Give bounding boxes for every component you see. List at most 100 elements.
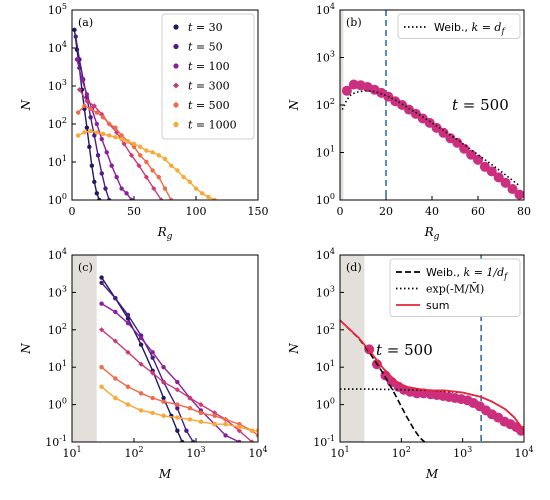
data-point xyxy=(150,168,155,173)
data-point xyxy=(473,154,483,165)
plot-area xyxy=(72,255,258,442)
data-point xyxy=(99,384,104,389)
data-point xyxy=(84,125,90,130)
shaded-region xyxy=(340,255,365,442)
data-point xyxy=(150,370,156,376)
data-point xyxy=(162,156,168,162)
data-point xyxy=(158,197,164,200)
data-point xyxy=(190,439,196,442)
data-point xyxy=(131,141,137,147)
data-point xyxy=(431,122,442,133)
y-tick-label: 101 xyxy=(48,154,67,169)
data-point xyxy=(94,130,100,135)
y-tick-label: 100 xyxy=(48,192,67,207)
data-point xyxy=(161,413,166,419)
data-point xyxy=(113,134,118,140)
data-point xyxy=(94,110,100,115)
data-point xyxy=(206,194,211,200)
series-line xyxy=(101,303,240,442)
x-tick-label: 100 xyxy=(186,205,207,218)
y-tick-label: 101 xyxy=(316,359,335,374)
data-point xyxy=(180,439,185,442)
x-tick-label: 50 xyxy=(127,205,141,218)
data-point xyxy=(99,136,104,142)
y-axis-label: N xyxy=(287,343,301,355)
y-tick-label: 103 xyxy=(316,50,335,65)
data-point xyxy=(107,121,112,127)
legend-label: t = 500 xyxy=(188,99,230,112)
legend-label: Weib., k = 1/df xyxy=(426,266,509,281)
legend-label: t = 30 xyxy=(188,21,223,34)
legend-marker xyxy=(173,102,179,108)
data-point xyxy=(255,433,258,438)
data-point xyxy=(193,186,199,191)
data-point xyxy=(438,127,449,138)
data-point xyxy=(169,197,174,200)
data-point xyxy=(175,168,180,173)
y-tick-label: 105 xyxy=(48,2,67,17)
data-point xyxy=(99,171,104,176)
data-point xyxy=(82,103,87,109)
y-tick-label: 103 xyxy=(316,284,335,299)
data-point xyxy=(76,133,81,138)
data-point xyxy=(187,406,193,411)
data-point xyxy=(100,131,106,137)
data-point xyxy=(138,391,144,396)
data-point xyxy=(89,163,95,168)
data-point xyxy=(187,179,192,185)
y-axis-label: N xyxy=(19,343,33,355)
data-point xyxy=(76,110,81,115)
data-point xyxy=(113,376,118,381)
data-point xyxy=(236,428,242,434)
data-point xyxy=(94,121,100,127)
data-point xyxy=(125,384,131,389)
series-line xyxy=(76,59,133,200)
data-point xyxy=(125,402,131,407)
legend-label: t = 1000 xyxy=(188,119,237,132)
axes-frame xyxy=(71,9,259,201)
data-point xyxy=(138,335,144,341)
legend-box xyxy=(397,13,521,39)
data-point xyxy=(107,133,112,138)
data-point xyxy=(125,349,131,355)
axes-frame xyxy=(71,254,259,443)
legend-label: t = 50 xyxy=(188,41,223,54)
data-point xyxy=(150,350,155,355)
series-line xyxy=(101,386,258,432)
legend-label: exp(-M/M̄) xyxy=(426,282,484,295)
data-point xyxy=(114,129,120,136)
data-point xyxy=(198,410,204,416)
data-point xyxy=(131,144,137,150)
data-point xyxy=(91,103,97,109)
data-point xyxy=(187,417,193,422)
x-axis-label: Rg xyxy=(157,225,173,242)
legend-label: sum xyxy=(426,299,449,312)
data-point xyxy=(92,179,97,185)
x-tick-label: 101 xyxy=(330,445,349,460)
data-point xyxy=(466,149,477,160)
legend: t = 30 t = 50 t = 100 t = 300 t = 500 t = 100… xyxy=(161,13,255,140)
data-point xyxy=(175,402,180,407)
data-point xyxy=(156,174,161,180)
data-point xyxy=(100,115,106,120)
x-axis-label: Rg xyxy=(424,225,440,242)
legend-marker xyxy=(173,43,179,50)
data-point xyxy=(76,87,83,93)
x-axis-label: M xyxy=(425,467,439,481)
x-tick-label: 80 xyxy=(517,205,531,218)
legend-marker xyxy=(173,63,179,69)
data-point xyxy=(113,295,118,301)
data-point xyxy=(119,186,124,191)
data-point xyxy=(212,413,217,419)
data-point xyxy=(125,139,130,144)
data-point xyxy=(160,379,167,385)
data-point xyxy=(73,34,78,39)
data-point xyxy=(113,309,118,315)
y-tick-label: 102 xyxy=(316,97,335,112)
data-point xyxy=(175,415,180,420)
legend-marker xyxy=(173,24,179,30)
series-line xyxy=(101,366,258,436)
data-point xyxy=(169,163,174,168)
